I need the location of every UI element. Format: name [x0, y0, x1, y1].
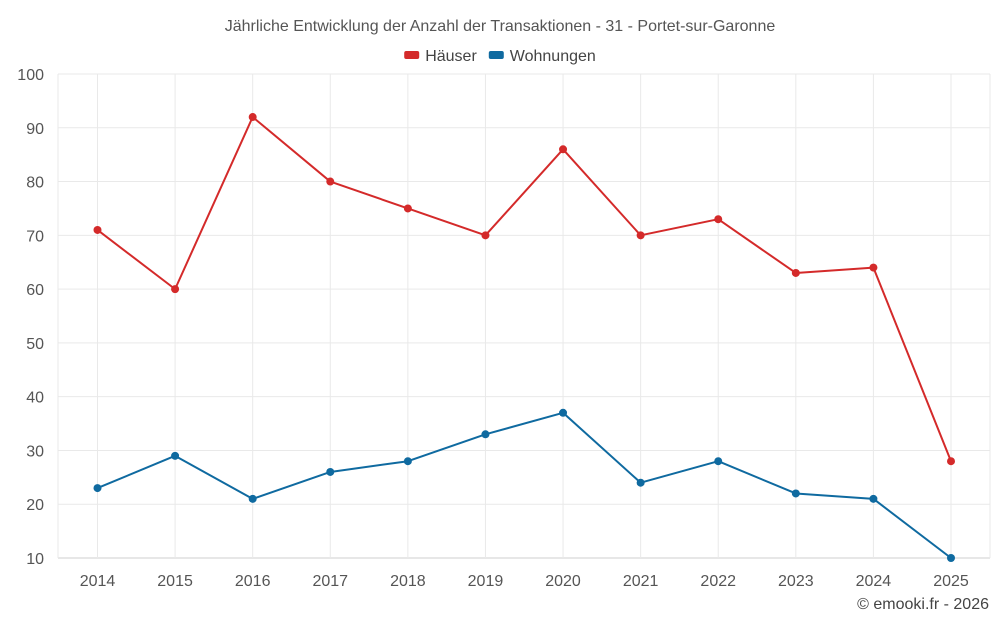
data-point-h-user-2019: [481, 231, 490, 240]
x-tick-label: 2020: [545, 573, 581, 590]
data-point-wohnungen-2024: [869, 494, 878, 503]
series-line-wohnungen: [97, 411, 952, 559]
legend-label-h-user: Häuser: [425, 48, 477, 65]
data-point-wohnungen-2014: [93, 484, 102, 493]
legend: Häuser Wohnungen: [404, 48, 596, 65]
data-point-h-user-2021: [636, 231, 645, 240]
legend-label-wohnungen: Wohnungen: [510, 48, 596, 65]
y-tick-label: 50: [26, 336, 44, 353]
y-tick-label: 30: [26, 443, 44, 460]
data-point-h-user-2024: [869, 263, 878, 272]
legend-swatch-wohnungen: [488, 51, 504, 59]
y-tick-label: 70: [26, 228, 44, 245]
x-tick-label: 2016: [235, 573, 271, 590]
data-point-wohnungen-2022: [714, 457, 723, 466]
chart-title: Jährliche Entwicklung der Anzahl der Tra…: [225, 18, 776, 35]
data-point-wohnungen-2021: [636, 478, 645, 487]
x-tick-label: 2017: [312, 573, 348, 590]
data-point-h-user-2022: [714, 215, 723, 224]
series-group: [93, 113, 955, 562]
y-tick-label: 100: [17, 67, 44, 84]
y-tick-label: 60: [26, 282, 44, 299]
data-point-wohnungen-2018: [403, 457, 412, 466]
data-point-wohnungen-2017: [326, 467, 335, 476]
x-tick-label: 2014: [80, 573, 116, 590]
credit-text: © emooki.fr - 2026: [857, 596, 989, 613]
x-tick-label: 2015: [157, 573, 193, 590]
series-line-h-user: [96, 116, 952, 462]
data-point-h-user-2020: [559, 145, 568, 154]
data-point-h-user-2015: [171, 285, 180, 294]
x-tick-label: 2025: [933, 573, 969, 590]
data-point-h-user-2017: [326, 177, 335, 186]
data-point-h-user-2016: [248, 113, 257, 122]
data-point-h-user-2025: [947, 457, 955, 466]
y-tick-label: 20: [26, 497, 44, 514]
legend-swatch-h-user: [404, 51, 420, 59]
y-tick-label: 10: [26, 551, 44, 568]
x-tick-label: 2019: [468, 573, 504, 590]
y-tick-label: 80: [26, 175, 44, 192]
data-point-h-user-2018: [403, 204, 412, 213]
y-tick-label: 40: [26, 390, 44, 407]
data-point-h-user-2014: [93, 225, 102, 234]
y-tick-label: 90: [26, 121, 44, 138]
data-point-wohnungen-2025: [947, 554, 955, 562]
x-tick-label: 2024: [856, 573, 892, 590]
grid: [57, 73, 991, 559]
x-tick-label: 2022: [700, 573, 736, 590]
data-point-h-user-2023: [791, 268, 800, 277]
data-point-wohnungen-2023: [791, 489, 800, 498]
x-tick-label: 2018: [390, 573, 426, 590]
y-axis: 10 20 30 40 50 60 70 80 90 100: [17, 67, 44, 568]
x-tick-label: 2023: [778, 573, 814, 590]
data-point-wohnungen-2015: [171, 451, 180, 460]
x-tick-label: 2021: [623, 573, 659, 590]
x-axis: 2014 2015 2016 2017 2018 2019 2020 2021 2022 2023…: [80, 573, 969, 590]
data-point-wohnungen-2020: [559, 408, 568, 417]
data-point-wohnungen-2019: [481, 430, 490, 439]
data-point-wohnungen-2016: [248, 494, 257, 503]
